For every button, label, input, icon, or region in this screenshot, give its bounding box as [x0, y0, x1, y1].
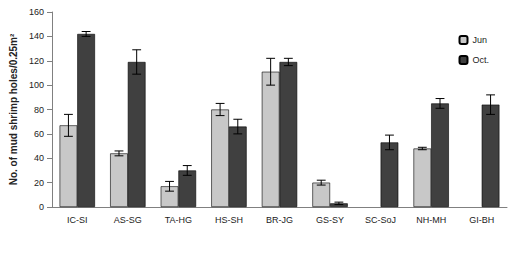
svg-text:160: 160: [29, 7, 44, 17]
svg-text:0: 0: [39, 202, 44, 212]
svg-text:80: 80: [34, 105, 44, 115]
svg-text:120: 120: [29, 56, 44, 66]
svg-text:HS-SH: HS-SH: [215, 215, 243, 225]
svg-text:Jun: Jun: [472, 35, 487, 45]
svg-text:GI-BH: GI-BH: [469, 215, 494, 225]
svg-text:140: 140: [29, 31, 44, 41]
svg-text:No. of mud shrimp holes/0.25m²: No. of mud shrimp holes/0.25m²: [8, 33, 19, 185]
svg-text:60: 60: [34, 129, 44, 139]
svg-text:TA-HG: TA-HG: [165, 215, 192, 225]
svg-text:100: 100: [29, 80, 44, 90]
svg-text:40: 40: [34, 153, 44, 163]
svg-text:Oct.: Oct.: [472, 55, 489, 65]
svg-text:IC-SI: IC-SI: [67, 215, 88, 225]
svg-text:BR-JG: BR-JG: [266, 215, 293, 225]
svg-text:SC-SoJ: SC-SoJ: [365, 215, 396, 225]
svg-text:GS-SY: GS-SY: [316, 215, 344, 225]
svg-text:20: 20: [34, 178, 44, 188]
svg-text:AS-SG: AS-SG: [114, 215, 142, 225]
svg-text:NH-MH: NH-MH: [416, 215, 446, 225]
